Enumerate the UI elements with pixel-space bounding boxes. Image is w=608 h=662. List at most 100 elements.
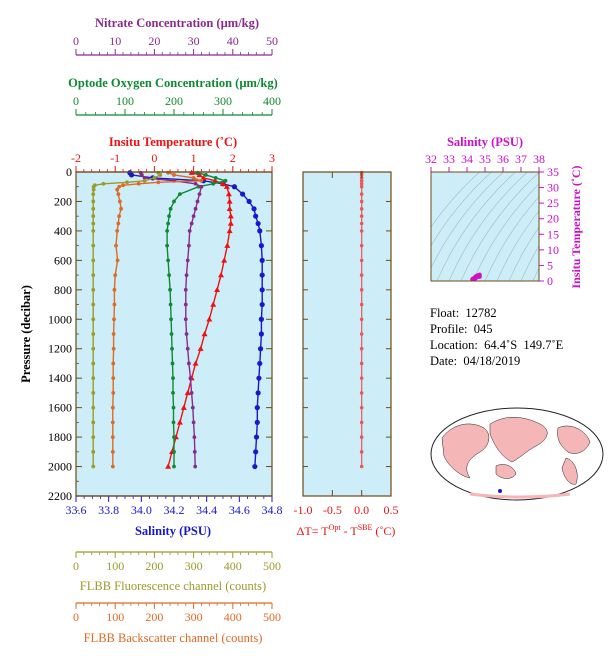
nitrate-point [188,376,193,381]
ts-y-tick-label: 5 [547,258,553,272]
salinity-point [255,390,261,396]
oxygen-point [165,243,170,248]
ts-y-tick-label: 35 [547,165,559,179]
oxygen-point [172,435,176,439]
nitrate-point [183,317,188,322]
salinity-point [257,360,263,367]
nitrate-point [195,199,200,204]
delta-t-tick-label: 0.0 [354,503,369,517]
oxygen-point [203,173,208,177]
salinity-point [257,228,263,234]
oxygen-point [167,273,172,277]
density-isopleth [472,183,539,281]
fluorescence-point [91,243,96,248]
backscatter-point [113,273,118,277]
nitrate-profile-line [140,172,203,467]
fluorescence-point [91,317,96,322]
fluorescence-point [91,221,96,226]
salinity-point [257,346,264,352]
ts-title: Salinity (PSU) [447,135,523,149]
nitrate-point [183,287,188,292]
salinity-axis-tick-label: 34.4 [196,503,217,517]
density-isopleth [484,196,539,281]
temperature-axis-tick-label: 3 [269,151,275,165]
backscatter-axis: 0 100 200 300 400 500 [73,602,281,624]
profile-series-layer [91,169,265,470]
salinity-axis: 33.6 33.8 34.0 34.2 34.4 34.6 34.8 [66,495,283,517]
nitrate-point [192,435,197,439]
temperature-point [210,301,217,307]
delta-t-point [359,221,364,226]
world-map [430,407,604,501]
delta-t-point [359,192,364,196]
backscatter-point [111,361,116,366]
pressure-axis-tick-label: 2200 [48,489,72,503]
temperature-point [184,389,191,396]
salinity-point [128,172,135,178]
backscatter-point [172,173,176,177]
oxygen-profile-line [166,172,229,467]
salinity-axis-tick-label: 33.6 [66,503,87,517]
backscatter-point [110,449,115,454]
delta-t-point [359,288,364,292]
pressure-axis-tick-label: 0 [66,165,72,179]
fluorescence-axis-title: FLBB Fluorescence channel (counts) [80,579,266,593]
delta-t-point [359,464,364,469]
fluorescence-point [91,302,96,307]
backscatter-point [110,435,115,439]
delta-t-plot-frame [302,171,392,497]
fluorescence-point [91,420,96,425]
salinity-profile-line [129,172,263,467]
ts-y-tick-label: 25 [547,196,559,210]
backscatter-point [117,214,122,219]
nitrate-axis-tick-label: 20 [148,34,160,48]
ts-point [477,272,482,278]
backscatter-axis-tick-label: 200 [145,610,163,624]
delta-t-point [359,273,364,277]
ts-ylabel: Insitu Temperature (˚C) [569,165,583,288]
delta-t-point [359,181,364,186]
salinity-point [258,331,264,337]
ts-x-tick-label: 34 [461,152,473,166]
nitrate-axis-tick-label: 30 [188,34,200,48]
salinity-point [254,419,260,425]
fluorescence-point [91,464,96,469]
temperature-point [192,360,199,366]
delta-t-point [359,332,364,336]
backscatter-point [121,183,125,188]
oxygen-point [166,221,171,226]
oxygen-axis-tick-label: 200 [165,94,183,108]
pressure-axis-tick-label: 1600 [48,401,72,415]
density-isopleth [431,172,505,269]
nitrate-point [185,346,190,351]
fluorescence-axis-tick-label: 300 [185,559,203,573]
delta-t-point [359,199,364,204]
oxygen-point [168,287,172,292]
temperature-point [165,463,172,469]
temperature-point [223,183,230,189]
delta-t-point [359,405,364,410]
salinity-point [255,220,261,227]
profile-label: Profile: 045 [430,322,493,336]
temperature-point [226,227,233,234]
fluorescence-point [101,181,106,186]
oxygen-point [171,391,175,395]
fluorescence-point [91,346,96,351]
temperature-point [200,174,207,181]
temperature-point [220,180,226,186]
oxygen-point [165,229,170,233]
temperature-point [214,286,221,293]
oxygen-point [168,302,173,307]
fluorescence-point [158,173,163,177]
nitrate-point [193,181,198,186]
fluorescence-point [91,287,96,292]
nitrate-axis-tick-label: 40 [227,34,239,48]
salinity-point [259,287,265,293]
nitrate-point [139,173,144,177]
nitrate-point [189,221,194,226]
delta-t-point [359,207,364,211]
fluorescence-axis-tick-label: 100 [106,559,124,573]
backscatter-point [112,287,117,292]
salinity-point [253,213,259,219]
fluorescence-point [142,178,147,183]
